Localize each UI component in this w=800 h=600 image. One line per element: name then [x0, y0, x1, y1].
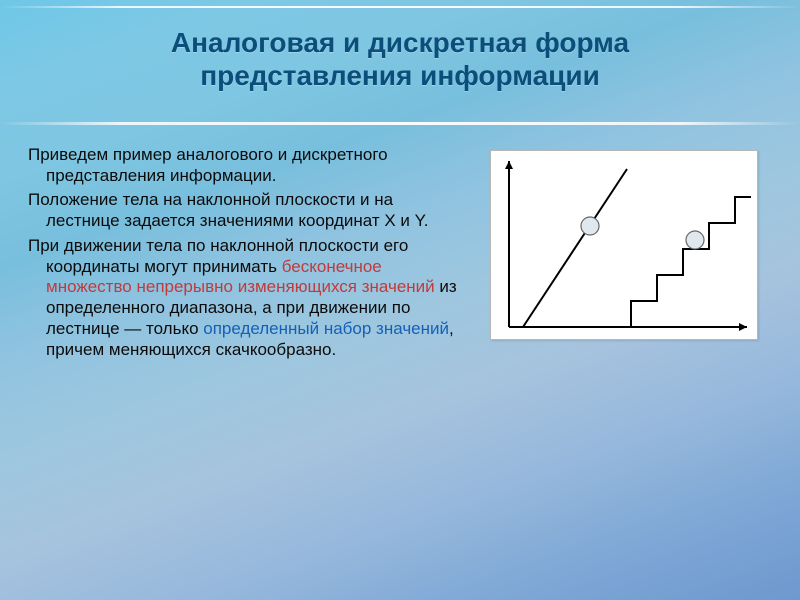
- paragraph-3: При движении тела по наклонной плоскости…: [28, 236, 458, 360]
- accent-line-top: [0, 6, 800, 8]
- title-line-2: представления информации: [200, 60, 600, 91]
- paragraph-2: Положение тела на наклонной плоскости и …: [28, 190, 458, 231]
- accent-line-bottom: [0, 122, 800, 125]
- paragraph-1: Приведем пример аналогового и дискретног…: [28, 145, 458, 186]
- diagram-svg: [491, 151, 759, 341]
- p2-text: Положение тела на наклонной плоскости и …: [28, 190, 429, 230]
- p1-text: Приведем пример аналогового и дискретног…: [28, 145, 388, 185]
- title-line-1: Аналоговая и дискретная форма: [171, 27, 629, 58]
- highlight-defined-set: определенный набор значений: [203, 319, 449, 338]
- slide-title: Аналоговая и дискретная форма представле…: [0, 0, 800, 92]
- analog-discrete-diagram: [490, 150, 758, 340]
- body-text: Приведем пример аналогового и дискретног…: [28, 145, 458, 364]
